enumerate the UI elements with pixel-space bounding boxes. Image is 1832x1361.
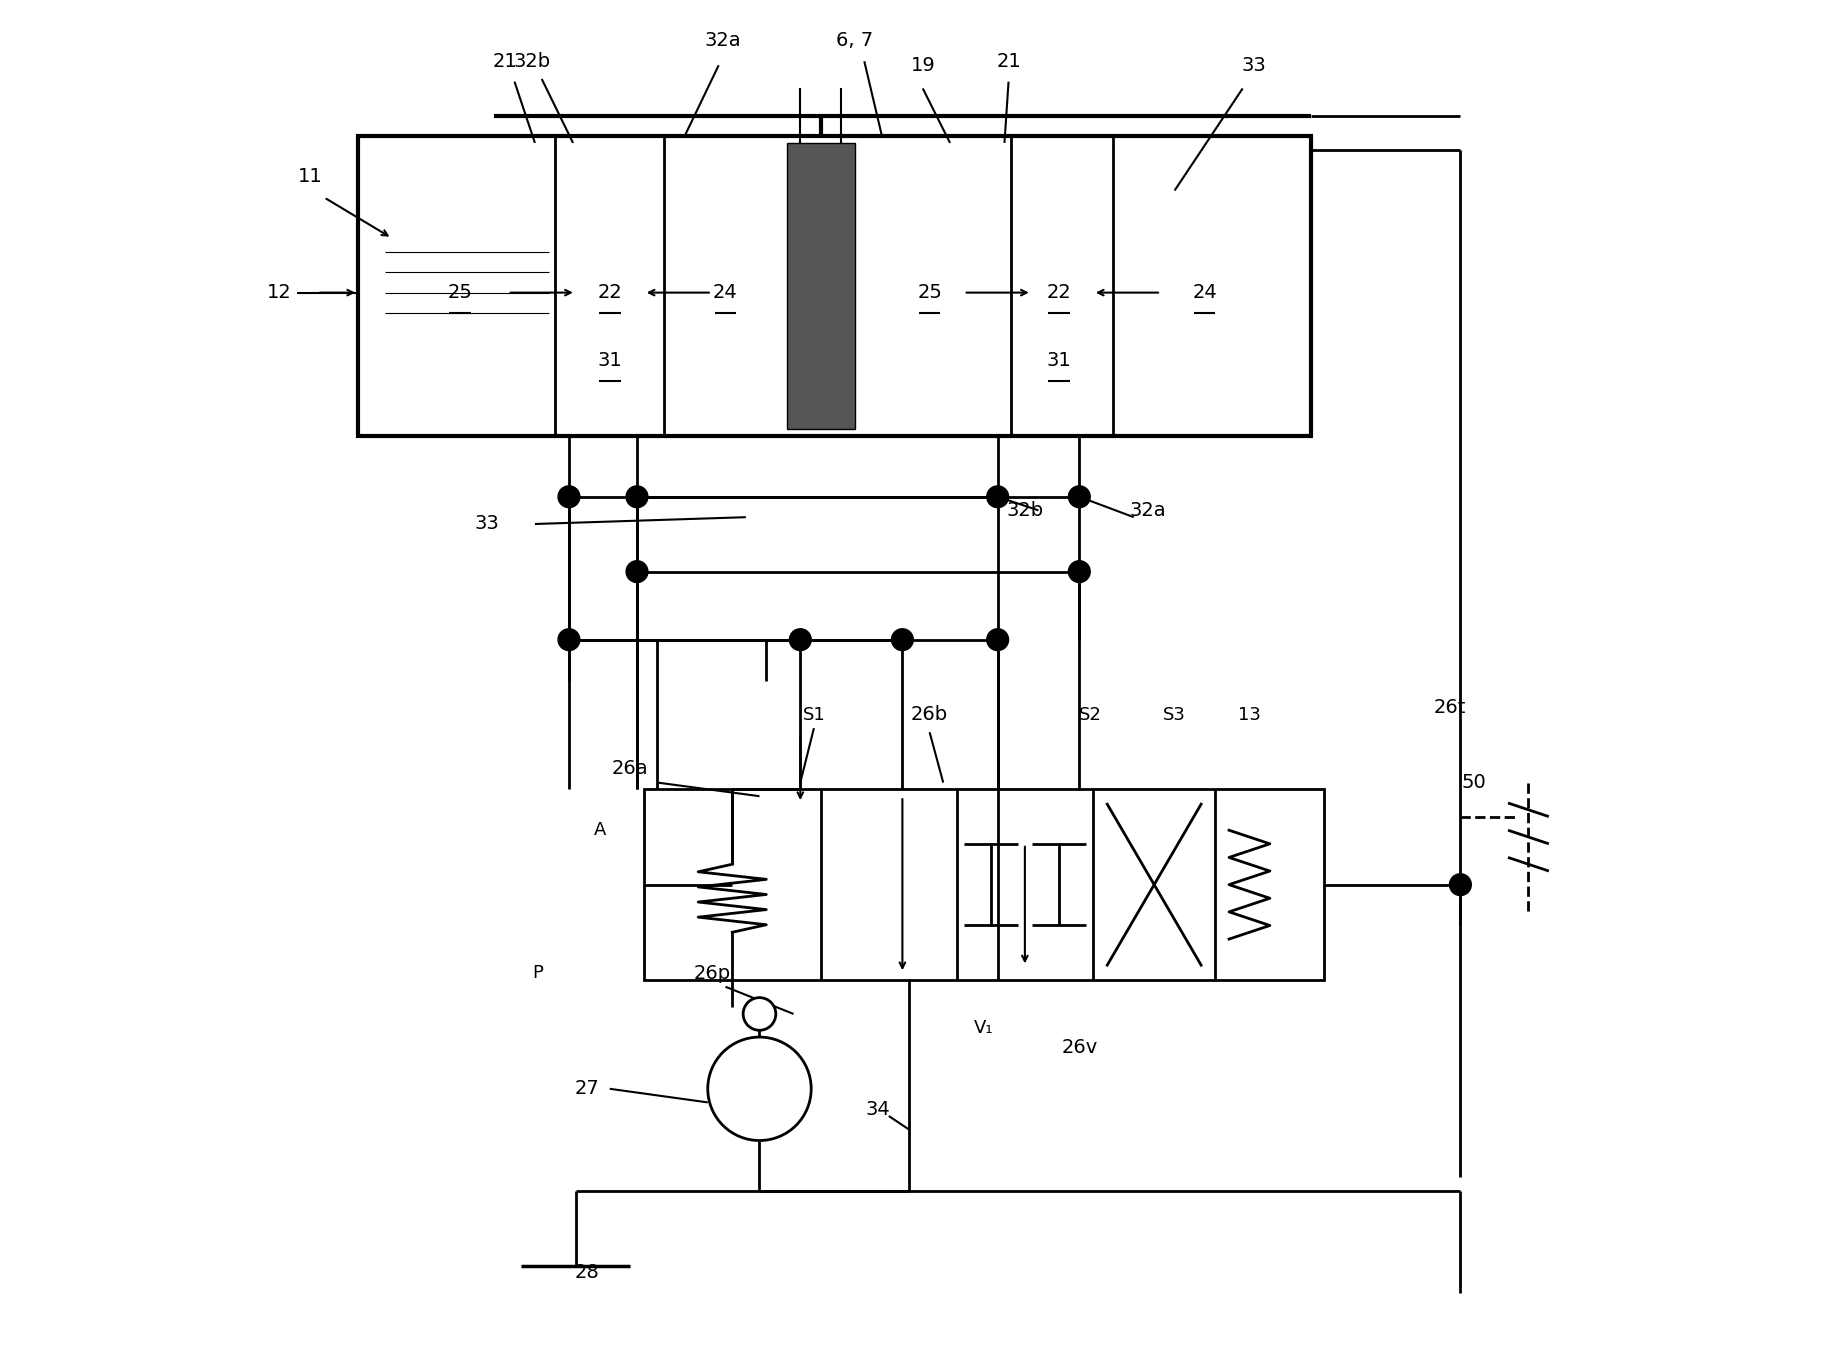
Text: 26a: 26a	[612, 759, 649, 778]
Text: 31: 31	[597, 351, 623, 370]
Text: 28: 28	[573, 1263, 599, 1282]
Circle shape	[892, 629, 914, 651]
Text: 34: 34	[865, 1100, 890, 1119]
Circle shape	[1449, 874, 1471, 896]
Text: 21: 21	[997, 52, 1020, 71]
Text: 13: 13	[1238, 705, 1260, 724]
Text: 12: 12	[267, 283, 291, 302]
Circle shape	[707, 1037, 812, 1141]
Circle shape	[559, 629, 581, 651]
Circle shape	[1068, 486, 1090, 508]
Text: 21: 21	[493, 52, 517, 71]
Text: 11: 11	[299, 167, 322, 186]
Text: P: P	[533, 964, 542, 983]
Text: 25: 25	[918, 283, 942, 302]
Circle shape	[627, 486, 649, 508]
Text: 19: 19	[911, 56, 934, 75]
Text: 25: 25	[447, 283, 473, 302]
Text: 22: 22	[597, 283, 623, 302]
Text: 50: 50	[1462, 773, 1486, 792]
Text: 33: 33	[474, 514, 500, 534]
Bar	[643, 789, 1325, 980]
Text: 24: 24	[1193, 283, 1216, 302]
Circle shape	[627, 561, 649, 583]
Text: 24: 24	[713, 283, 738, 302]
Text: S2: S2	[1079, 705, 1101, 724]
Text: 32b: 32b	[1006, 501, 1044, 520]
Text: 31: 31	[1046, 351, 1072, 370]
Text: 32a: 32a	[1129, 501, 1165, 520]
Text: 33: 33	[1240, 56, 1266, 75]
Circle shape	[987, 486, 1009, 508]
Bar	[357, 136, 1310, 436]
Text: 27: 27	[573, 1079, 599, 1098]
Text: S1: S1	[802, 705, 824, 724]
Text: 6, 7: 6, 7	[835, 31, 874, 50]
Circle shape	[987, 629, 1009, 651]
Text: 26p: 26p	[692, 964, 731, 983]
Circle shape	[790, 629, 812, 651]
Circle shape	[559, 486, 581, 508]
Circle shape	[1068, 561, 1090, 583]
Text: 22: 22	[1046, 283, 1072, 302]
Text: 32b: 32b	[513, 52, 551, 71]
Text: S3: S3	[1163, 705, 1185, 724]
Bar	[786, 143, 856, 429]
Circle shape	[744, 998, 775, 1030]
Text: 26v: 26v	[1061, 1038, 1097, 1057]
Text: 26t: 26t	[1433, 698, 1466, 717]
Text: 26b: 26b	[911, 705, 949, 724]
Text: V₁: V₁	[975, 1018, 995, 1037]
Text: A: A	[594, 821, 606, 840]
Text: 32a: 32a	[705, 31, 742, 50]
